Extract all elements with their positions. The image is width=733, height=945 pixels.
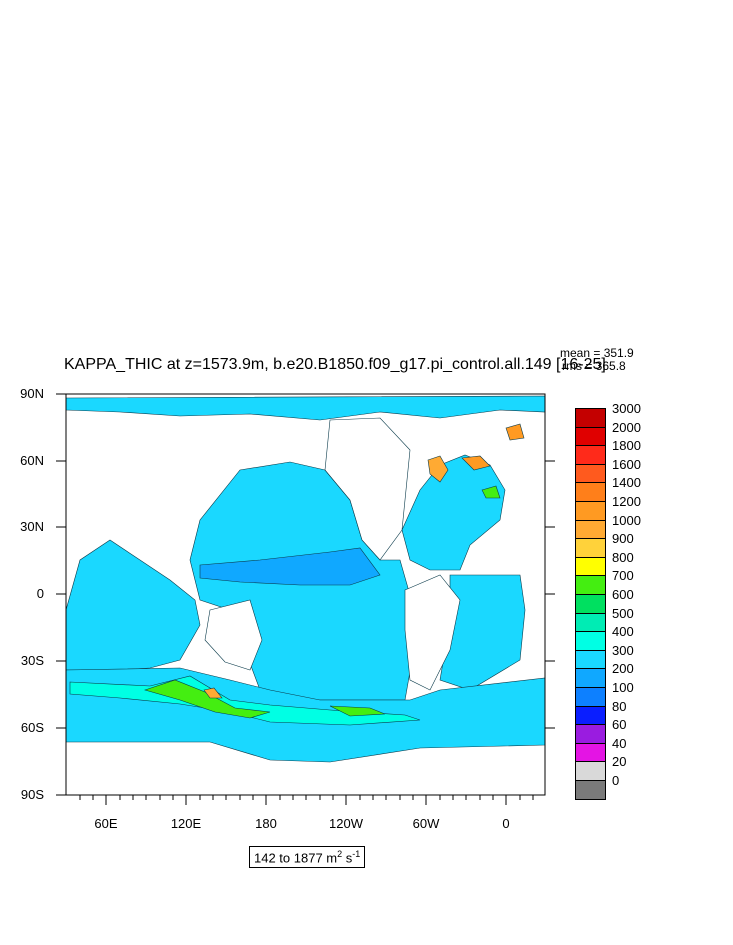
colorbar-swatch (576, 520, 605, 540)
colorbar (575, 408, 606, 801)
map-title: KAPPA_THIC at z=1573.9m, b.e20.B1850.f09… (64, 356, 606, 373)
units-label: 142 to 1877 m2 s-1 (249, 846, 366, 869)
colorbar-swatch (576, 725, 605, 744)
colorbar-swatch (576, 446, 605, 465)
colorbar-label: 2000 (612, 419, 641, 435)
colorbar-label: 1600 (612, 456, 641, 472)
lat-label-30s: 30S (20, 653, 44, 668)
colorbar-label: 1800 (612, 438, 641, 454)
colorbar-label: 700 (612, 568, 634, 584)
colorbar-label: 900 (612, 531, 634, 547)
colorbar-swatch (576, 743, 605, 763)
colorbar-label: 100 (612, 680, 634, 695)
colorbar-swatch (576, 576, 605, 595)
colorbar-swatch (576, 464, 605, 484)
colorbar-swatch (576, 409, 605, 428)
colorbar-label: 600 (612, 587, 634, 602)
colorbar-label: 3000 (612, 401, 641, 416)
colorbar-label: 0 (612, 773, 620, 788)
lat-label-60n: 60N (20, 453, 44, 468)
units-range: 142 to 1877 m (254, 850, 338, 866)
colorbar-label: 60 (612, 717, 627, 733)
colorbar-swatch (576, 650, 605, 670)
lat-label-30n: 30N (20, 519, 44, 534)
colorbar-swatch (576, 557, 605, 577)
colorbar-label: 20 (612, 754, 627, 770)
colorbar-swatch (576, 687, 605, 707)
lat-label-90s: 90S (20, 787, 44, 802)
lat-label-60s: 60S (20, 720, 44, 735)
ocean-field (65, 394, 546, 795)
axis-ticks (56, 393, 555, 805)
units-mid: s (342, 850, 353, 866)
colorbar-label: 800 (612, 549, 634, 565)
colorbar-swatch (576, 501, 605, 521)
colorbar-swatch (576, 669, 605, 688)
colorbar-swatch (576, 632, 605, 651)
lon-label-180: 180 (255, 816, 277, 831)
colorbar-label: 40 (612, 735, 627, 751)
colorbar-swatch (576, 483, 605, 502)
colorbar-swatch (576, 594, 605, 614)
mean-value: mean = 351.9 (560, 346, 634, 360)
colorbar-label: 200 (612, 661, 634, 677)
colorbar-swatch (576, 780, 605, 800)
colorbar-label: 1000 (612, 512, 641, 528)
lon-label-60w: 60W (412, 816, 440, 831)
colorbar-swatch (576, 706, 605, 726)
colorbar-swatch (576, 613, 605, 633)
lat-label-eq: 0 (36, 586, 44, 601)
colorbar-swatch (576, 427, 605, 447)
lon-label-0: 0 (502, 816, 510, 831)
lat-label-90n: 90N (20, 386, 44, 401)
stats-box: mean = 351.9 rms = 365.8 (560, 347, 634, 373)
colorbar-label: 400 (612, 624, 634, 640)
units-exp1: 2 (337, 849, 343, 859)
colorbar-label: 500 (612, 605, 634, 621)
colorbar-label: 1200 (612, 494, 641, 509)
rms-value: rms = 365.8 (562, 359, 626, 373)
colorbar-label: 1400 (612, 475, 641, 491)
colorbar-label: 300 (612, 642, 634, 658)
colorbar-label: 80 (612, 698, 627, 714)
units-exp2: -1 (352, 849, 361, 859)
colorbar-swatch (576, 539, 605, 558)
lon-label-120e: 120E (170, 816, 202, 831)
lon-label-120w: 120W (329, 816, 363, 831)
lon-label-60e: 60E (94, 816, 118, 831)
colorbar-swatch (576, 762, 605, 781)
